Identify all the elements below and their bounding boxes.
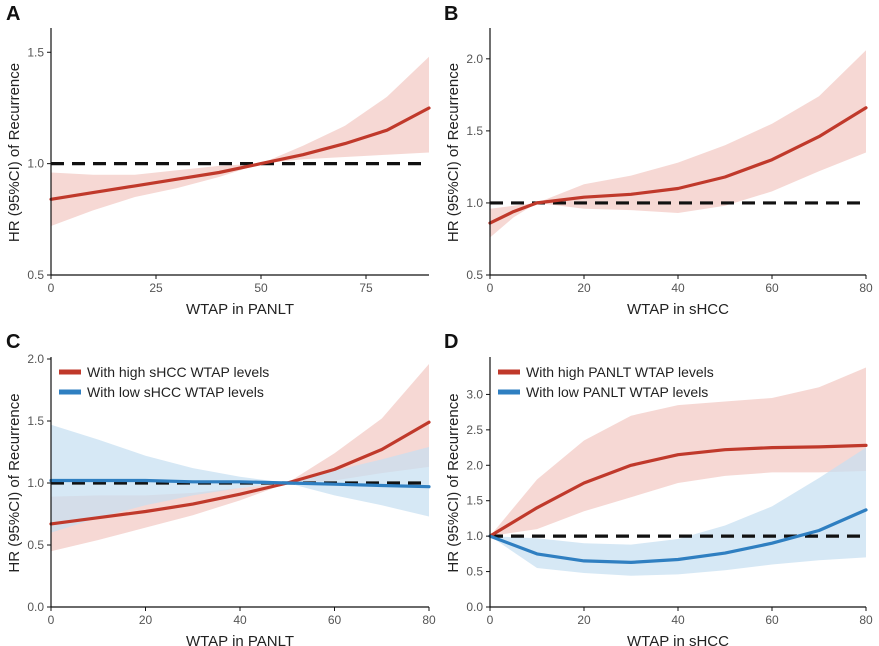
y-axis-title: HR (95%CI) of Recurrence — [6, 393, 23, 572]
series-line-1 — [49, 420, 431, 526]
x-axis-title: WTAP in sHCC — [627, 633, 729, 646]
series-line-1 — [49, 106, 431, 201]
panel-letter: C — [6, 331, 20, 353]
series-line-1 — [488, 443, 868, 538]
y-tick-label: 0.5 — [466, 565, 483, 579]
x-tick-label: 0 — [48, 613, 55, 627]
y-tick-label: 1.5 — [466, 494, 483, 508]
y-tick-label: 1.0 — [466, 529, 483, 543]
x-tick-label: 60 — [765, 281, 779, 295]
legend-label-1: With high PANLT WTAP levels — [526, 364, 714, 380]
y-tick-label: 1.5 — [27, 414, 44, 428]
y-tick-label: 0.5 — [466, 268, 483, 282]
y-axis-title: HR (95%CI) of Recurrence — [445, 393, 462, 572]
y-tick-label: 0.0 — [27, 600, 44, 614]
y-tick-label: 0.5 — [27, 268, 44, 282]
x-tick-label: 80 — [422, 613, 436, 627]
series-line-2 — [49, 478, 431, 489]
x-tick-label: 80 — [859, 281, 873, 295]
x-axis-title: WTAP in PANLT — [186, 301, 294, 318]
x-tick-label: 20 — [577, 281, 591, 295]
x-tick-label: 0 — [487, 281, 494, 295]
series-line-2 — [488, 508, 868, 565]
panel-b: B 0.5 1.0 1.5 2.0 0 20 40 60 80 WTAP in sHCC HR (95… — [444, 3, 873, 318]
x-tick-label: 20 — [139, 613, 153, 627]
x-tick-label: 75 — [359, 281, 373, 295]
series-line-1 — [488, 106, 868, 225]
x-tick-label: 0 — [48, 281, 55, 295]
x-tick-label: 0 — [487, 613, 494, 627]
y-tick-label: 2.0 — [466, 52, 483, 66]
y-tick-label: 1.0 — [27, 157, 44, 171]
legend-label-2: With low sHCC WTAP levels — [87, 384, 264, 400]
legend-label-2: With low PANLT WTAP levels — [526, 384, 708, 400]
y-tick-label: 2.0 — [466, 458, 483, 472]
legend-label-1: With high sHCC WTAP levels — [87, 364, 269, 380]
x-tick-label: 40 — [233, 613, 247, 627]
panel-d: D 0.0 0.5 1.0 1.5 2.0 2.5 3.0 0 20 40 60 80 WTAP in s… — [444, 331, 873, 646]
panel-a: A 0.5 1.0 1.5 0 25 50 75 WTAP in PANLT HR (95%CI)… — [6, 3, 431, 318]
x-tick-label: 40 — [671, 613, 685, 627]
x-tick-label: 60 — [328, 613, 342, 627]
y-tick-label: 0.0 — [466, 600, 483, 614]
x-axis-title: WTAP in sHCC — [627, 301, 729, 318]
y-tick-label: 1.5 — [466, 124, 483, 138]
x-axis-title: WTAP in PANLT — [186, 633, 294, 646]
y-tick-label: 0.5 — [27, 538, 44, 552]
x-tick-label: 20 — [577, 613, 591, 627]
x-tick-label: 40 — [671, 281, 685, 295]
ci-band-1 — [490, 367, 866, 537]
y-tick-label: 3.0 — [466, 387, 483, 401]
panel-letter: A — [6, 3, 20, 25]
y-axis-title: HR (95%CI) of Recurrence — [6, 63, 23, 242]
y-axis-title: HR (95%CI) of Recurrence — [445, 63, 462, 242]
x-tick-label: 80 — [859, 613, 873, 627]
y-tick-label: 2.0 — [27, 352, 44, 366]
panel-letter: B — [444, 3, 458, 25]
x-tick-label: 60 — [765, 613, 779, 627]
ci-band-1 — [51, 56, 429, 227]
y-tick-label: 1.0 — [466, 196, 483, 210]
panel-letter: D — [444, 331, 458, 353]
ci-band-1 — [490, 50, 866, 238]
y-tick-label: 1.5 — [27, 45, 44, 59]
x-tick-label: 25 — [149, 281, 163, 295]
y-tick-label: 2.5 — [466, 423, 483, 437]
panel-c: C 0.0 0.5 1.0 1.5 2.0 0 20 40 60 80 WTAP in PANLT HR… — [6, 331, 436, 646]
y-tick-label: 1.0 — [27, 476, 44, 490]
ci-band-2 — [51, 424, 429, 533]
x-tick-label: 50 — [254, 281, 268, 295]
